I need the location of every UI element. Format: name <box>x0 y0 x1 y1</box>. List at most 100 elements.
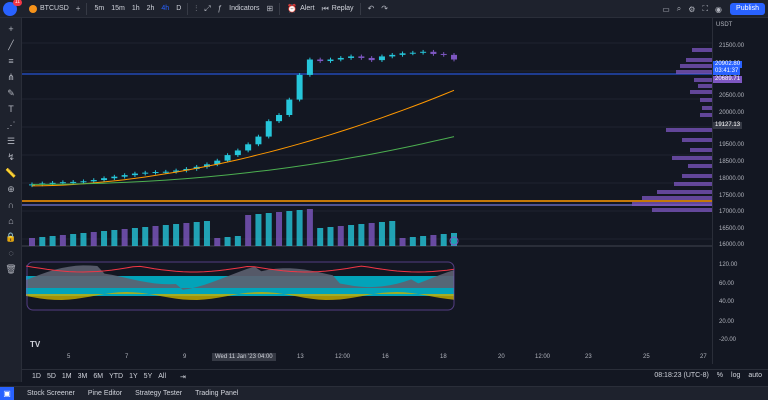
timeframe-5m[interactable]: 5m <box>94 4 105 12</box>
volume-bar <box>29 238 35 246</box>
date-range-bar: 1D 5D 1M 3M 6M YTD 1Y 5Y All ⇥ 08:18:23 … <box>22 369 768 383</box>
range-5y[interactable]: 5Y <box>143 373 153 380</box>
tab-pine-editor[interactable]: Pine Editor <box>87 390 123 397</box>
replay-icon[interactable]: ⏮ <box>321 3 329 13</box>
indicators-button[interactable]: Indicators <box>229 4 260 12</box>
volume-profile-bar <box>666 128 712 132</box>
crosshair-icon[interactable]: + <box>8 24 14 34</box>
alert-button[interactable]: Alert <box>300 4 315 12</box>
candle-body <box>90 180 97 182</box>
volume-bar <box>224 237 231 246</box>
publish-button[interactable]: Publish <box>730 3 765 15</box>
timeframe-1h[interactable]: 1h <box>131 4 140 12</box>
lock-icon[interactable]: 🔒 <box>5 232 17 242</box>
auto-toggle[interactable]: auto <box>748 372 762 379</box>
user-menu-icon[interactable]: 11 <box>3 0 22 16</box>
hide-icon[interactable]: ◌ <box>8 248 14 258</box>
top-toolbar: 11 BTCUSD + 5m 15m 1h 2h 4h D ⫶ ⤢ ƒ Indi… <box>0 0 768 18</box>
undo-icon[interactable]: ↶ <box>367 4 375 13</box>
tab-stock-screener[interactable]: Stock Screener <box>27 390 75 397</box>
timeframe-2h[interactable]: 2h <box>146 4 155 12</box>
range-all[interactable]: All <box>158 373 167 380</box>
pattern-icon[interactable]: ⋰ <box>6 120 16 130</box>
symbol-search[interactable]: BTCUSD <box>29 4 69 13</box>
chart-pane[interactable]: TV <box>22 18 712 364</box>
time-axis[interactable]: 5 7 9 Wed 11 Jan '23 04:00 13 12:00 16 1… <box>22 353 712 365</box>
currency-label[interactable]: USDT <box>716 22 733 28</box>
volume-profile-bar <box>676 70 712 74</box>
volume-profile-bar <box>700 98 712 102</box>
tab-strategy-tester[interactable]: Strategy Tester <box>135 390 183 397</box>
volume-bar <box>162 225 169 246</box>
alert-icon[interactable]: ⏰ <box>287 4 298 13</box>
volume-bar <box>245 215 252 246</box>
price-label: 18500.00 <box>719 159 745 165</box>
volume-bar <box>101 231 108 246</box>
add-symbol-icon[interactable]: + <box>75 4 81 13</box>
volume-profile-bar <box>642 196 712 200</box>
volume-profile-bar <box>674 182 712 186</box>
drawing-toolbar: + ╱ ≡ ⋔ ✎ T ⋰ ☰ ↯ 📏 ⊕ ∩ ⌂ 🔒 ◌ 🗑 <box>0 18 22 382</box>
lock-drawing-icon[interactable]: ⌂ <box>8 216 14 226</box>
redo-icon[interactable]: ↷ <box>381 4 388 13</box>
range-1y[interactable]: 1Y <box>129 373 138 380</box>
range-3m[interactable]: 3M <box>77 373 88 380</box>
candle-body <box>111 176 118 179</box>
horizontal-lines-icon[interactable]: ≡ <box>8 56 14 66</box>
volume-bar <box>90 232 97 246</box>
chart-canvas[interactable] <box>22 18 712 364</box>
text-icon[interactable]: T <box>8 104 14 114</box>
time-label: 23 <box>585 354 592 360</box>
candle-body <box>420 51 427 53</box>
indicators-icon[interactable]: ƒ <box>217 4 223 13</box>
range-1d[interactable]: 1D <box>32 373 41 380</box>
volume-profile-bar <box>688 164 712 168</box>
chat-icon[interactable]: ▣ <box>0 386 14 400</box>
quick-search-icon[interactable]: ⌕ <box>676 4 682 13</box>
volume-bar <box>111 230 118 246</box>
templates-icon[interactable]: ⊞ <box>266 4 274 13</box>
fullscreen-icon[interactable]: ⛶ <box>702 4 709 13</box>
magnet-icon[interactable]: ∩ <box>7 200 15 210</box>
layout-icon[interactable]: ▭ <box>662 4 670 14</box>
prediction-icon[interactable]: ↯ <box>7 152 15 162</box>
ruler-icon[interactable]: 📏 <box>5 168 17 178</box>
tab-trading-panel[interactable]: Trading Panel <box>195 390 239 397</box>
log-toggle[interactable]: log <box>731 372 741 379</box>
goto-date-icon[interactable]: ⇥ <box>180 373 186 381</box>
volume-profile-bar <box>682 138 712 142</box>
volume-bar <box>317 228 324 246</box>
volume-bar <box>152 226 159 246</box>
volume-bar <box>409 237 416 246</box>
volume-bar <box>399 238 406 246</box>
price-label: 19500.00 <box>719 142 745 148</box>
compare-icon[interactable]: ⤢ <box>204 3 211 13</box>
price-label: 20000.00 <box>719 110 745 116</box>
chart-type-icon[interactable]: ⫶ <box>195 3 198 13</box>
volume-profile-bar <box>692 48 712 52</box>
trendline-icon[interactable]: ╱ <box>8 40 14 50</box>
trash-icon[interactable]: 🗑 <box>5 264 17 274</box>
range-6m[interactable]: 6M <box>93 373 104 380</box>
timeframe-d[interactable]: D <box>176 4 182 12</box>
percent-toggle[interactable]: % <box>716 372 724 379</box>
pitchfork-icon[interactable]: ⋔ <box>7 72 15 82</box>
timezone-clock[interactable]: 08:18:23 (UTC-8) <box>654 372 709 379</box>
range-5d[interactable]: 5D <box>46 373 56 380</box>
candle-body <box>162 171 169 173</box>
fib-icon[interactable]: ☰ <box>6 136 16 146</box>
volume-bar <box>255 214 262 246</box>
brush-icon[interactable]: ✎ <box>7 88 15 98</box>
volume-bar <box>348 225 355 246</box>
price-label: 16000.00 <box>719 242 745 248</box>
camera-icon[interactable]: ◉ <box>715 4 723 14</box>
zoom-icon[interactable]: ⊕ <box>7 184 15 194</box>
price-axis[interactable]: USDT 21500.00 20902.80 03:41:37 20689.71… <box>712 18 768 364</box>
range-ytd[interactable]: YTD <box>109 373 124 380</box>
range-1m[interactable]: 1M <box>61 373 72 380</box>
notification-badge: 11 <box>12 0 22 6</box>
settings-icon[interactable]: ⚙ <box>688 4 696 14</box>
timeframe-4h[interactable]: 4h <box>161 4 170 12</box>
timeframe-15m[interactable]: 15m <box>111 4 125 12</box>
replay-button[interactable]: Replay <box>331 4 354 12</box>
